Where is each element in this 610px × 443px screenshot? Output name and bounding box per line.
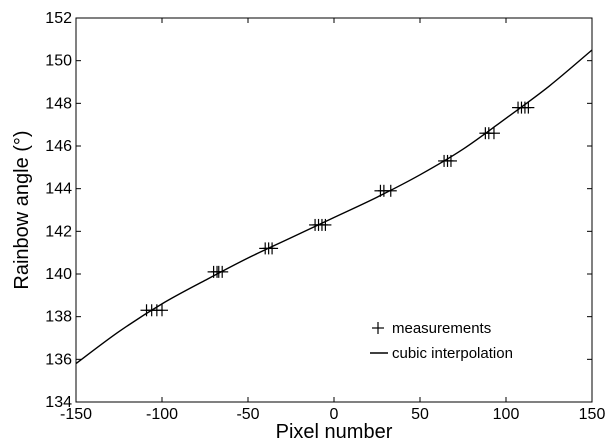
- x-tick-label: 0: [330, 406, 339, 423]
- measurement-point: [266, 242, 279, 255]
- legend-label-interpolation: cubic interpolation: [392, 345, 513, 362]
- y-tick-label: 142: [45, 223, 72, 240]
- x-tick-label: -100: [146, 406, 178, 423]
- y-tick-label: 148: [45, 95, 72, 112]
- measurement-point: [156, 304, 168, 317]
- y-tick-label: 136: [45, 351, 72, 368]
- measurement-point: [319, 218, 332, 231]
- interpolation-line: [75, 49, 593, 365]
- y-tick-label: 140: [45, 266, 72, 283]
- measurement-point: [487, 127, 500, 140]
- legend-label-measurements: measurements: [392, 320, 491, 337]
- legend-marker-measurements: [372, 322, 384, 334]
- y-tick-label: 150: [45, 53, 72, 70]
- y-tick-label: 144: [45, 181, 72, 198]
- x-tick-label: 100: [493, 406, 520, 423]
- y-tick-label: 134: [45, 394, 72, 411]
- y-tick-label: 146: [45, 138, 72, 155]
- measurement-point: [522, 101, 535, 114]
- measurement-point: [216, 265, 229, 278]
- plot-area: -150 -100 -50 0 50 100 150 134 136 138 140 142 144 14…: [11, 10, 605, 443]
- x-tick-label: 50: [411, 406, 429, 423]
- x-axis-title: Pixel number: [276, 421, 393, 443]
- measurement-point: [384, 184, 397, 197]
- plot-frame: [75, 17, 593, 403]
- x-tick-label: -50: [236, 406, 259, 423]
- measurement-point: [444, 154, 457, 167]
- y-tick-label: 152: [45, 10, 72, 27]
- x-tick-label: 150: [579, 406, 606, 423]
- x-tick-label: -150: [60, 406, 92, 423]
- y-axis-title: Rainbow angle (°): [11, 130, 33, 289]
- y-tick-label: 138: [45, 309, 72, 326]
